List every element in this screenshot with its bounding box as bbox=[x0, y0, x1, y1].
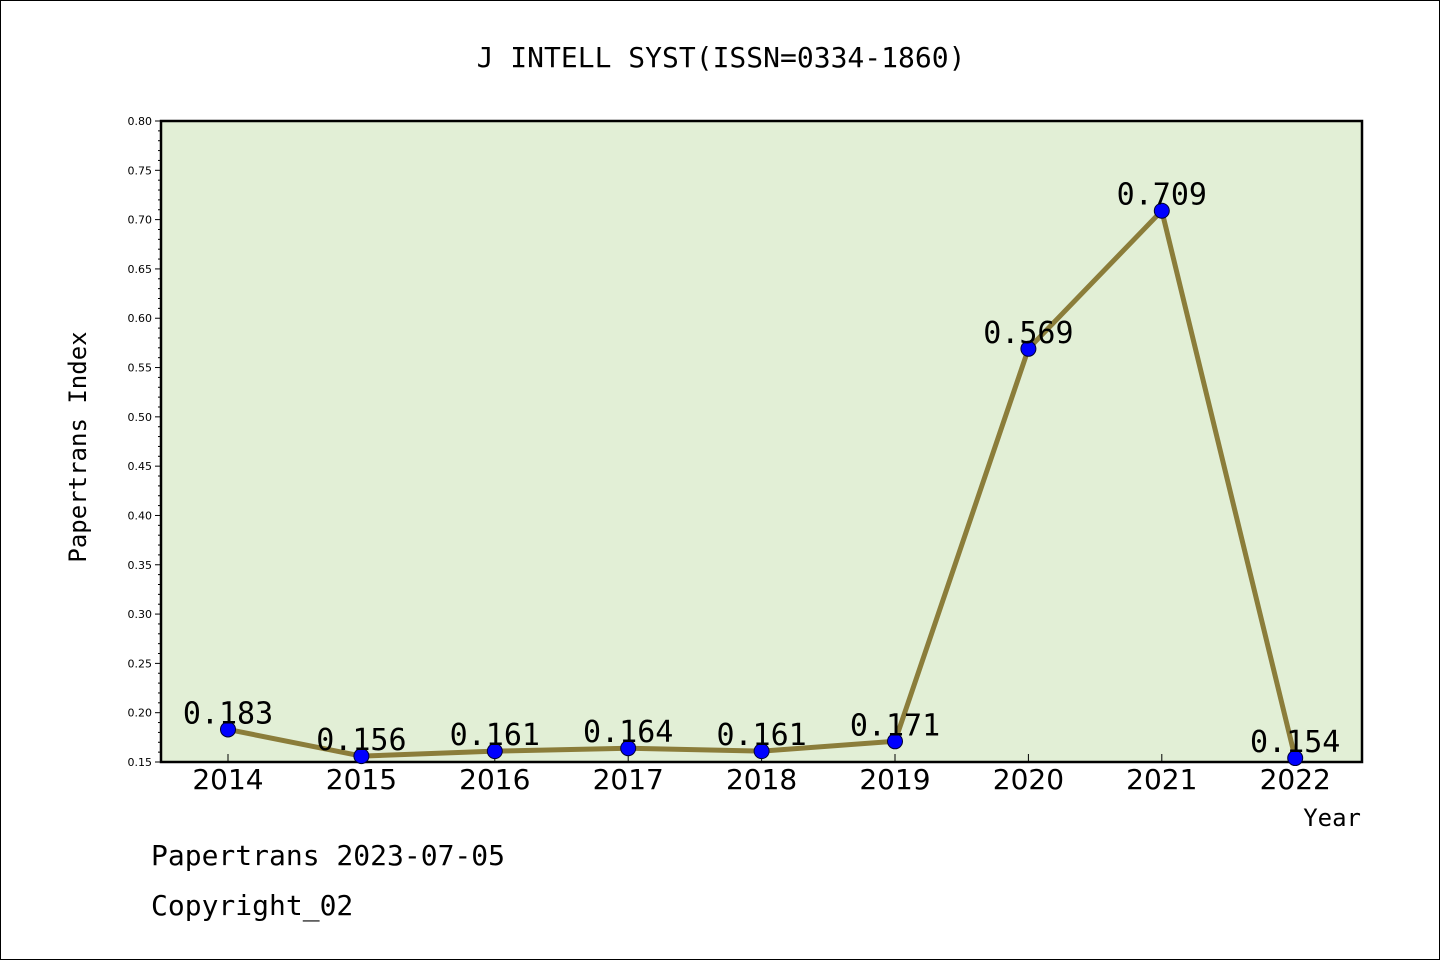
footer-date: Papertrans 2023-07-05 bbox=[151, 839, 505, 872]
data-label: 0.709 bbox=[1117, 178, 1207, 213]
data-label: 0.183 bbox=[183, 696, 273, 731]
y-tick-label: 0.55 bbox=[128, 362, 153, 375]
x-tick-label: 2015 bbox=[326, 763, 397, 796]
data-label: 0.161 bbox=[716, 718, 806, 753]
y-tick-label: 0.75 bbox=[128, 164, 153, 177]
data-labels: 0.183 0.156 0.161 0.164 0.161 0.171 0.569 0.709… bbox=[183, 178, 1341, 760]
data-point bbox=[753, 743, 770, 760]
y-tick-label: 0.65 bbox=[128, 263, 153, 276]
data-point bbox=[353, 748, 370, 765]
y-axis: 0.15 0.20 0.25 0.30 0.35 0.40 0.45 0.50 0.55 0.60… bbox=[128, 115, 161, 769]
data-point bbox=[1287, 750, 1304, 767]
y-tick-label: 0.25 bbox=[128, 657, 153, 670]
x-tick-label: 2020 bbox=[993, 763, 1064, 796]
y-axis-label: Papertrans Index bbox=[64, 331, 92, 562]
x-axis: 2014 2015 2016 2017 2018 2019 2020 2021 2022 bbox=[192, 754, 1331, 796]
y-tick-label: 0.20 bbox=[128, 707, 153, 720]
data-point bbox=[486, 743, 503, 760]
x-tick-label: 2016 bbox=[459, 763, 530, 796]
data-label: 0.171 bbox=[850, 708, 940, 743]
footer-copyright: Copyright_02 bbox=[151, 889, 353, 923]
x-axis-label: Year bbox=[1303, 804, 1361, 832]
x-tick-label: 2017 bbox=[593, 763, 664, 796]
data-label: 0.156 bbox=[316, 723, 406, 758]
y-tick-label: 0.35 bbox=[128, 559, 153, 572]
y-tick-label: 0.45 bbox=[128, 460, 153, 473]
data-point bbox=[1020, 340, 1037, 357]
y-tick-label: 0.80 bbox=[128, 115, 153, 128]
y-tick-label: 0.30 bbox=[128, 608, 153, 621]
data-point bbox=[1153, 202, 1170, 219]
y-tick-label: 0.70 bbox=[128, 214, 153, 227]
x-tick-label: 2019 bbox=[859, 763, 930, 796]
plot-area bbox=[159, 119, 1364, 764]
data-label: 0.569 bbox=[983, 316, 1073, 351]
data-label: 0.154 bbox=[1250, 725, 1340, 760]
series bbox=[220, 202, 1304, 767]
y-tick-label: 0.40 bbox=[128, 509, 153, 522]
y-tick-label: 0.15 bbox=[128, 756, 153, 769]
x-tick-label: 2021 bbox=[1126, 763, 1197, 796]
x-tick-label: 2014 bbox=[192, 763, 263, 796]
data-point bbox=[220, 721, 236, 738]
x-tick-label: 2022 bbox=[1260, 763, 1331, 796]
data-label: 0.164 bbox=[583, 715, 673, 750]
x-tick-label: 2018 bbox=[726, 763, 797, 796]
data-point bbox=[620, 740, 637, 757]
data-label: 0.161 bbox=[450, 718, 540, 753]
y-tick-label: 0.60 bbox=[128, 312, 153, 325]
data-point bbox=[887, 733, 903, 750]
y-tick-label: 0.50 bbox=[128, 411, 153, 424]
chart-title: J INTELL SYST(ISSN=0334-1860) bbox=[477, 41, 966, 74]
